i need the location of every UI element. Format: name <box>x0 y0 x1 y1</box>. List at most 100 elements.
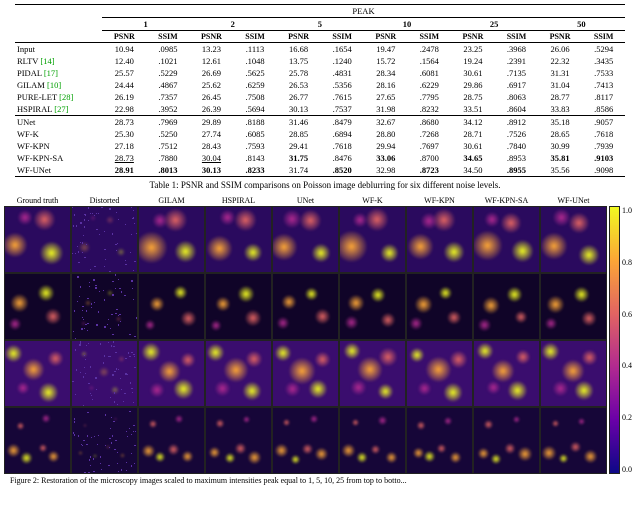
noise-dot <box>107 324 108 325</box>
noise-dot <box>109 208 110 209</box>
value-cell: .2478 <box>408 43 450 56</box>
value-cell: .7615 <box>321 91 363 103</box>
blob-icon <box>243 382 261 400</box>
blob-icon <box>381 244 398 261</box>
noise-dot <box>84 472 85 473</box>
noise-dot <box>121 291 122 292</box>
noise-dot <box>110 428 111 429</box>
value-cell: .8013 <box>147 164 189 177</box>
noise-dot <box>121 469 122 470</box>
noise-dot <box>133 299 134 300</box>
blob-icon <box>302 444 312 454</box>
noise-dot <box>96 229 97 230</box>
blob-icon <box>272 234 297 260</box>
noise-dot <box>126 462 127 463</box>
value-cell: 27.65 <box>363 91 408 103</box>
blob-icon <box>142 343 160 361</box>
blob-icon <box>38 285 53 300</box>
blob-icon <box>305 288 317 300</box>
blob-icon <box>345 316 358 329</box>
value-cell: 35.56 <box>538 164 583 177</box>
blob-icon <box>39 444 48 453</box>
noise-dot <box>89 459 90 460</box>
colorbar-tick-label: 0.0 <box>622 465 632 474</box>
metric-labels-row: PSNRSSIMPSNRSSIMPSNRSSIMPSNRSSIMPSNRSSIM… <box>15 31 625 43</box>
blob-icon <box>417 421 425 429</box>
method-name-cell: WF-KPN <box>15 140 102 152</box>
value-cell: 30.61 <box>451 140 496 152</box>
figure-cell <box>540 206 607 273</box>
noise-dot <box>134 336 135 337</box>
blob-icon <box>118 356 124 362</box>
table-row: WF-K25.30.525027.74.608528.85.689428.80.… <box>15 128 625 140</box>
value-cell: 28.73 <box>102 152 147 164</box>
noise-dot <box>110 397 111 398</box>
blob-icon <box>275 345 291 361</box>
noise-dot <box>86 310 87 311</box>
value-cell: .7969 <box>147 116 189 129</box>
figure-cell <box>71 340 138 407</box>
blob-icon <box>150 383 164 397</box>
blob-icon <box>174 379 193 398</box>
value-cell: 31.98 <box>363 103 408 116</box>
blob-icon <box>378 416 387 425</box>
noise-dot <box>114 401 115 402</box>
value-cell: 31.04 <box>538 79 583 91</box>
noise-dot <box>85 359 86 360</box>
blob-icon <box>582 350 597 365</box>
blob-icon <box>246 351 262 367</box>
value-cell: .4831 <box>321 67 363 79</box>
noise-dot <box>100 463 101 464</box>
noise-dot <box>120 378 121 379</box>
blob-icon <box>225 453 235 463</box>
value-cell: .8955 <box>495 164 537 177</box>
value-cell: .8479 <box>321 116 363 129</box>
blob-icon <box>7 444 20 457</box>
noise-dot <box>74 434 75 435</box>
noise-dot <box>88 207 89 208</box>
blob-icon <box>501 213 521 233</box>
value-cell: .7135 <box>495 67 537 79</box>
value-cell: .1564 <box>408 55 450 67</box>
blob-icon <box>114 417 117 420</box>
figure-cell <box>540 273 607 340</box>
figure-col-header: UNet <box>272 196 339 206</box>
noise-dot <box>108 319 109 320</box>
value-cell: 28.65 <box>538 128 583 140</box>
value-cell: 30.13 <box>276 103 321 116</box>
noise-dot <box>91 437 92 438</box>
value-cell: .0985 <box>147 43 189 56</box>
noise-dot <box>115 352 116 353</box>
noise-dot <box>104 355 105 356</box>
figure-col-headers: Ground truthDistortedGILAMHSPIRALUNetWF-… <box>4 196 607 206</box>
value-cell: 10.94 <box>102 43 147 56</box>
noise-dot <box>95 285 96 286</box>
noise-dot <box>94 215 95 216</box>
value-cell: .1654 <box>321 43 363 56</box>
noise-dot <box>124 295 125 296</box>
noise-dot <box>85 324 86 325</box>
blob-icon <box>291 455 300 464</box>
noise-dot <box>110 328 111 329</box>
noise-dot <box>113 421 114 422</box>
value-cell: .7939 <box>582 140 625 152</box>
noise-dot <box>134 356 135 357</box>
value-cell: 25.57 <box>102 67 147 79</box>
value-cell: .1240 <box>321 55 363 67</box>
noise-dot <box>131 207 132 208</box>
blob-icon <box>138 232 167 263</box>
noise-dot <box>80 222 81 223</box>
blob-icon <box>21 452 32 463</box>
blob-icon <box>542 343 560 361</box>
noise-dot <box>133 270 134 271</box>
value-cell: 28.75 <box>451 91 496 103</box>
value-cell: .7537 <box>321 103 363 116</box>
noise-dot <box>84 355 85 356</box>
value-cell: 13.75 <box>276 55 321 67</box>
noise-dot <box>103 290 104 291</box>
blob-icon <box>244 244 262 262</box>
noise-dot <box>90 465 91 466</box>
value-cell: 12.61 <box>189 55 234 67</box>
value-cell: 26.77 <box>276 91 321 103</box>
value-cell: 28.43 <box>189 140 234 152</box>
